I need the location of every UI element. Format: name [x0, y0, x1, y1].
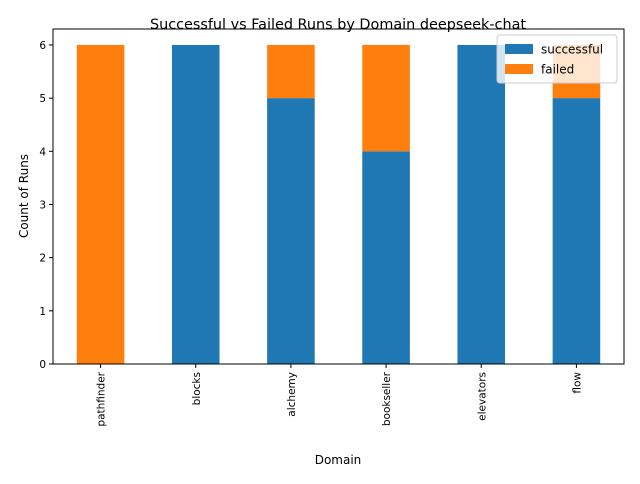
x-tick-label-alchemy: alchemy: [286, 372, 298, 417]
y-tick-label: 2: [39, 253, 46, 265]
y-tick-label: 1: [39, 306, 46, 318]
bar-successful-flow: [552, 98, 601, 364]
x-axis: pathfinder blocks alchemy bookseller elevato…: [96, 364, 583, 427]
x-tick-label-elevators: elevators: [476, 372, 488, 421]
x-tick-label-pathfinder: pathfinder: [96, 371, 108, 426]
plot-frame: [52, 28, 625, 365]
bar-failed-alchemy: [267, 44, 315, 99]
bar-successful-elevators: [457, 44, 506, 364]
bar-successful-bookseller: [362, 151, 410, 364]
bar-successful-alchemy: [267, 98, 315, 364]
bar-successful-blocks: [171, 44, 220, 364]
y-axis: 0 1 2 3 4 5 6: [39, 40, 53, 371]
y-tick-label: 6: [39, 40, 46, 52]
x-tick-label-bookseller: bookseller: [381, 371, 393, 426]
bar-failed-bookseller: [362, 44, 410, 152]
legend-label-successful: successful: [541, 43, 603, 57]
bars-layer: [76, 44, 601, 364]
legend-swatch-failed: [505, 64, 533, 74]
y-tick-label: 5: [39, 93, 46, 105]
y-axis-label: Count of Runs: [17, 154, 31, 238]
legend-swatch-successful: [505, 44, 533, 54]
legend-label-failed: failed: [541, 63, 574, 77]
x-tick-label-flow: flow: [571, 372, 583, 394]
x-axis-label: Domain: [315, 453, 362, 467]
y-tick-label: 4: [39, 146, 46, 158]
y-tick-label: 0: [39, 359, 46, 371]
y-tick-label: 3: [39, 199, 46, 211]
chart-title: Successful vs Failed Runs by Domain deep…: [150, 17, 526, 33]
bar-failed-pathfinder: [76, 44, 125, 364]
x-tick-label-blocks: blocks: [191, 372, 203, 405]
legend: successful failed: [496, 34, 618, 84]
